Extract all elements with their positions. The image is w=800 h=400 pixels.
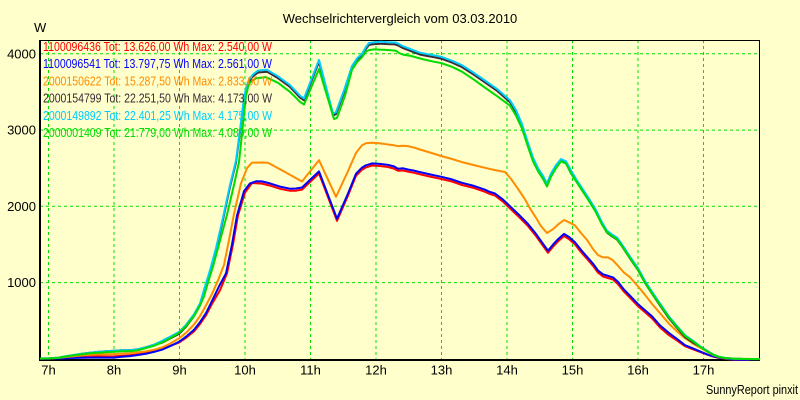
svg-text:2000150622 Tot: 15.287,50 Wh M: 2000150622 Tot: 15.287,50 Wh Max: 2.833,… xyxy=(43,73,273,88)
svg-text:4000: 4000 xyxy=(7,46,36,61)
svg-text:3000: 3000 xyxy=(7,123,36,138)
svg-text:W: W xyxy=(34,20,47,35)
svg-text:14h: 14h xyxy=(496,363,518,378)
svg-text:2000149892 Tot: 22.401,25 Wh M: 2000149892 Tot: 22.401,25 Wh Max: 4.175,… xyxy=(43,108,273,123)
svg-text:11h: 11h xyxy=(300,363,321,378)
svg-text:1100096436 Tot: 13.626,00 Wh M: 1100096436 Tot: 13.626,00 Wh Max: 2.540,… xyxy=(43,39,273,54)
svg-text:2000: 2000 xyxy=(7,199,36,214)
svg-text:15h: 15h xyxy=(562,363,584,378)
svg-text:Wechselrichtervergleich vom 03: Wechselrichtervergleich vom 03.03.2010 xyxy=(283,11,518,26)
svg-text:16h: 16h xyxy=(627,363,649,378)
svg-text:7h: 7h xyxy=(41,363,55,378)
svg-text:2000001409 Tot: 21.779,00 Wh M: 2000001409 Tot: 21.779,00 Wh Max: 4.080,… xyxy=(43,125,273,140)
svg-text:1000: 1000 xyxy=(7,275,36,290)
svg-text:13h: 13h xyxy=(431,363,453,378)
svg-text:2000154799 Tot: 22.251,50 Wh M: 2000154799 Tot: 22.251,50 Wh Max: 4.173,… xyxy=(43,91,273,106)
svg-text:1100096541 Tot: 13.797,75 Wh M: 1100096541 Tot: 13.797,75 Wh Max: 2.561,… xyxy=(43,56,273,71)
svg-text:SunnyReport pinxit: SunnyReport pinxit xyxy=(706,383,798,397)
svg-text:9h: 9h xyxy=(172,363,186,378)
svg-text:8h: 8h xyxy=(107,363,121,378)
svg-text:10h: 10h xyxy=(234,363,256,378)
svg-text:12h: 12h xyxy=(365,363,387,378)
svg-text:17h: 17h xyxy=(693,363,715,378)
